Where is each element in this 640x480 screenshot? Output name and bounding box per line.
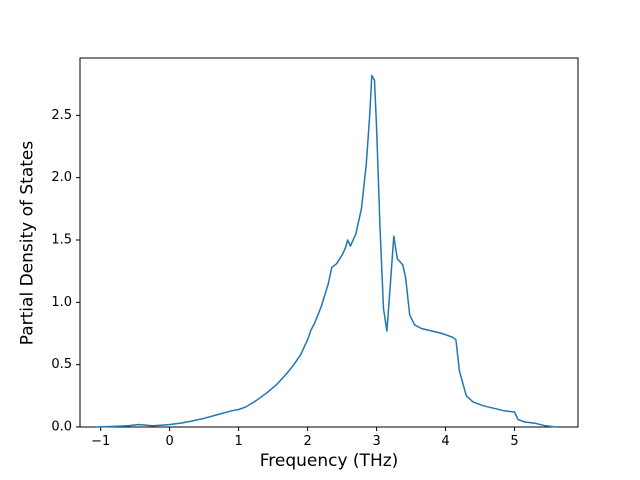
x-tick-label: 5 [510,434,518,449]
y-tick-label: 1.0 [51,295,72,310]
x-tick-label: 2 [303,434,311,449]
x-tick-label: −1 [91,434,110,449]
y-tick-label: 2.0 [51,170,72,185]
y-axis-label: Partial Density of States [17,140,38,345]
partial-density-of-states-line [96,74,557,428]
y-tick-label: 2.5 [51,108,72,123]
x-tick-label: 1 [235,434,243,449]
x-tick-label: 4 [441,434,449,449]
y-tick-label: 0.0 [51,420,72,435]
y-tick-label: 1.5 [51,233,72,248]
x-axis-label: Frequency (THz) [259,451,399,471]
axes-spines [79,57,579,428]
x-tick-label: 0 [166,434,174,449]
y-tick-label: 0.5 [51,357,72,372]
x-tick-label: 3 [372,434,380,449]
